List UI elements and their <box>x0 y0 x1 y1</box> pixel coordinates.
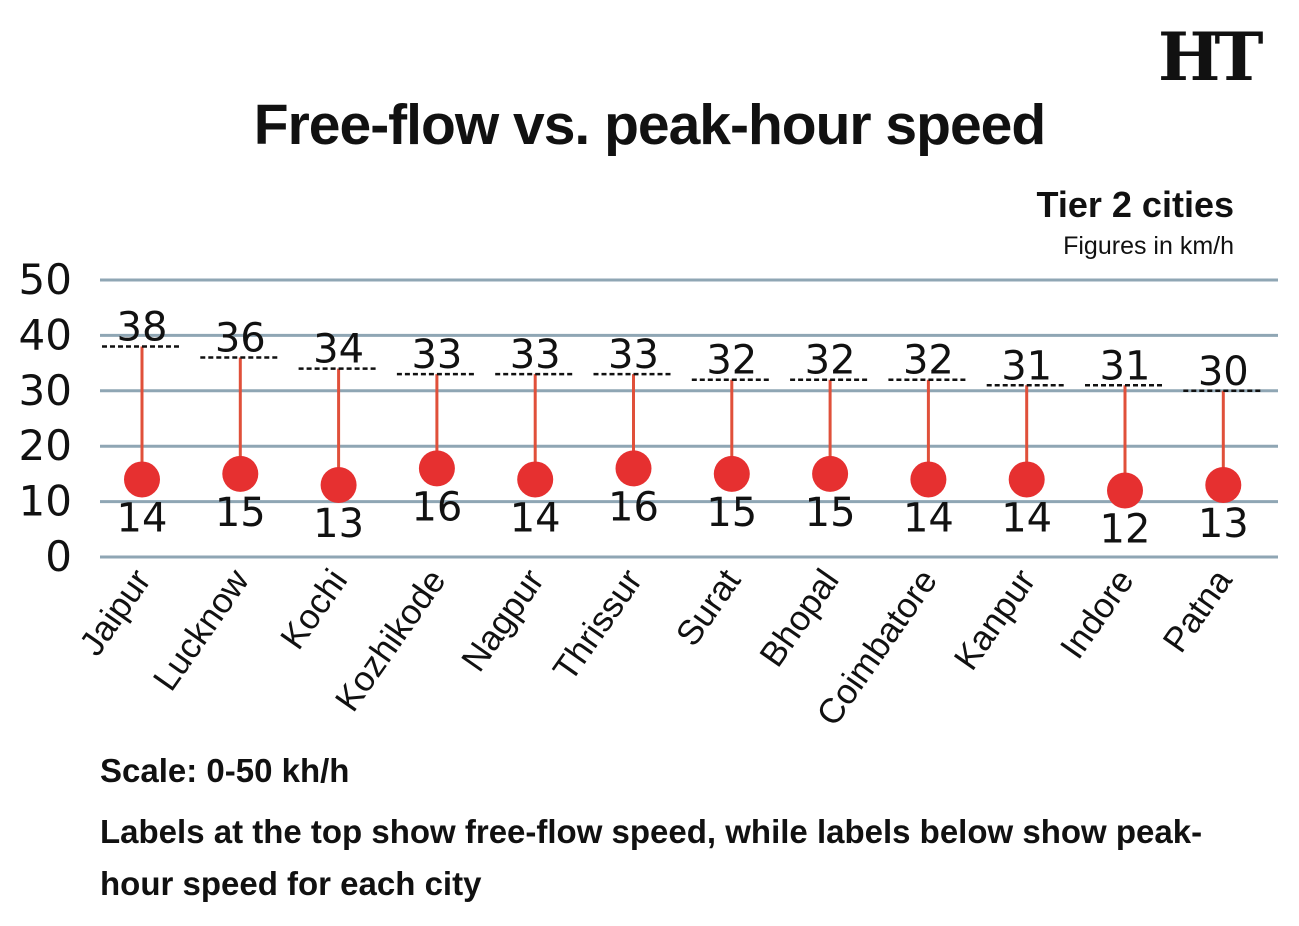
freeflow-value-label: 32 <box>805 338 856 384</box>
chart-title: Free-flow vs. peak-hour speed <box>253 93 1046 157</box>
peak-value-label: 15 <box>706 490 757 536</box>
category-label: Kanpur <box>947 562 1044 677</box>
freeflow-value-label: 33 <box>411 332 462 378</box>
freeflow-value-label: 33 <box>608 332 659 378</box>
category-label: Lucknow <box>146 562 258 698</box>
freeflow-value-label: 34 <box>313 327 364 373</box>
peak-value-label: 15 <box>215 490 266 536</box>
peak-value-label: 13 <box>313 501 364 547</box>
freeflow-value-label: 33 <box>510 332 561 378</box>
peak-hour-dot <box>222 455 259 492</box>
y-tick-label: 0 <box>45 532 72 581</box>
y-tick-label: 40 <box>19 310 72 359</box>
peak-hour-dot <box>812 455 849 492</box>
peak-value-label: 13 <box>1198 501 1249 547</box>
freeflow-value-label: 38 <box>117 304 168 350</box>
freeflow-value-label: 31 <box>1100 343 1151 389</box>
peak-hour-dot <box>418 450 455 487</box>
explanation-note: Labels at the top show free-flow speed, … <box>100 813 1203 902</box>
category-label: Nagpur <box>454 562 552 679</box>
peak-value-label: 12 <box>1100 507 1151 553</box>
peak-hour-dot <box>615 450 652 487</box>
peak-value-label: 15 <box>805 490 856 536</box>
category-label: Patna <box>1155 562 1240 660</box>
y-tick-label: 10 <box>19 477 72 526</box>
peak-hour-dot <box>320 466 357 503</box>
peak-value-label: 16 <box>411 484 462 530</box>
peak-hour-dot <box>713 455 750 492</box>
freeflow-value-label: 32 <box>903 338 954 384</box>
peak-value-label: 14 <box>117 495 168 541</box>
peak-hour-dot <box>910 461 947 498</box>
category-label: Kochi <box>273 562 355 656</box>
freeflow-value-label: 31 <box>1001 343 1052 389</box>
freeflow-value-label: 32 <box>706 338 757 384</box>
peak-hour-dot <box>1107 472 1143 509</box>
y-tick-label: 20 <box>19 421 72 470</box>
peak-hour-dot <box>124 461 160 498</box>
scale-note: Scale: 0-50 kh/h <box>100 752 350 789</box>
category-label: Surat <box>668 562 748 653</box>
ht-logo: HT <box>1158 18 1264 96</box>
category-label: Jaipur <box>72 562 159 663</box>
category-label: Bhopal <box>752 562 846 674</box>
peak-hour-dot <box>1008 461 1045 498</box>
peak-value-label: 14 <box>903 495 954 541</box>
peak-hour-dot <box>517 461 554 498</box>
peak-value-label: 14 <box>510 495 561 541</box>
peak-value-label: 16 <box>608 484 659 530</box>
category-label: Indore <box>1053 562 1142 666</box>
units-label: Figures in km/h <box>1063 232 1234 260</box>
y-tick-label: 50 <box>19 255 72 304</box>
y-tick-label: 30 <box>19 366 72 415</box>
freeflow-value-label: 36 <box>215 316 266 362</box>
category-label: Thrissur <box>546 562 651 688</box>
peak-hour-dot <box>1205 466 1242 503</box>
chart-subtitle: Tier 2 cities <box>1036 184 1234 225</box>
freeflow-value-label: 30 <box>1198 349 1249 395</box>
peak-value-label: 14 <box>1001 495 1052 541</box>
